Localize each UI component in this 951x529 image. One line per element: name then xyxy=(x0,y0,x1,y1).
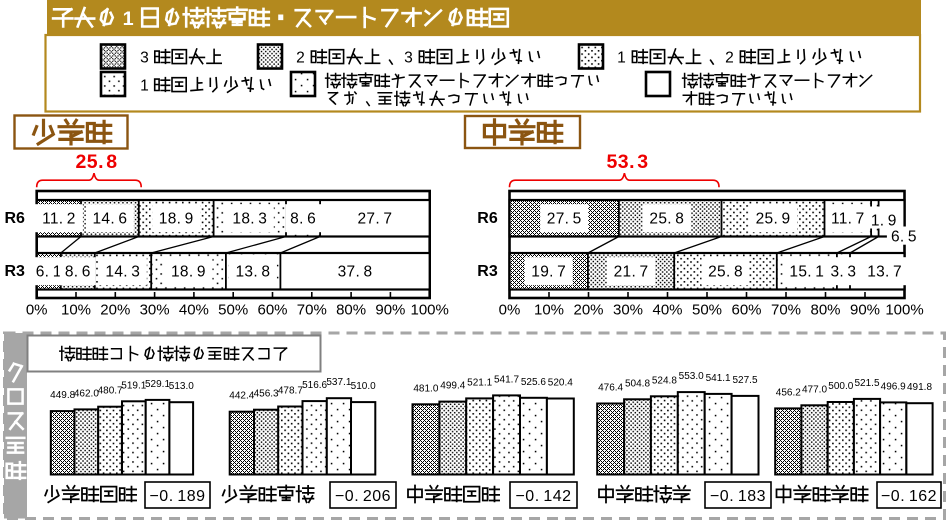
svg-text:100%: 100% xyxy=(885,302,923,319)
svg-text:520.4: 520.4 xyxy=(548,378,573,389)
svg-text:11. 2: 11. 2 xyxy=(42,211,76,228)
svg-text:20%: 20% xyxy=(100,302,130,319)
svg-text:20%: 20% xyxy=(573,302,603,319)
svg-text:−0. 183: −0. 183 xyxy=(710,488,766,505)
svg-text:−0. 142: −0. 142 xyxy=(515,488,571,505)
svg-text:80%: 80% xyxy=(810,302,840,319)
svg-text:18. 9: 18. 9 xyxy=(171,264,206,281)
svg-text:480.7: 480.7 xyxy=(98,386,123,397)
svg-text:14. 3: 14. 3 xyxy=(105,264,140,281)
svg-text:13. 8: 13. 8 xyxy=(236,264,271,281)
svg-text:524.8: 524.8 xyxy=(652,375,677,386)
svg-text:527.5: 527.5 xyxy=(732,375,757,386)
svg-text:529.1: 529.1 xyxy=(145,379,170,390)
svg-text:456.3: 456.3 xyxy=(254,389,279,400)
svg-text:R6: R6 xyxy=(477,210,498,227)
svg-text:70%: 70% xyxy=(771,302,801,319)
svg-text:8. 6: 8. 6 xyxy=(65,264,91,281)
svg-text:13. 7: 13. 7 xyxy=(867,264,902,281)
svg-text:521.5: 521.5 xyxy=(854,378,879,389)
svg-text:15. 1: 15. 1 xyxy=(789,264,824,281)
svg-text:37. 8: 37. 8 xyxy=(338,264,373,281)
svg-text:60%: 60% xyxy=(257,302,287,319)
svg-text:477.0: 477.0 xyxy=(802,384,827,395)
svg-text:21. 7: 21. 7 xyxy=(614,264,649,281)
svg-text:90%: 90% xyxy=(375,302,405,319)
svg-text:481.0: 481.0 xyxy=(413,383,438,394)
svg-text:30%: 30% xyxy=(613,302,643,319)
svg-text:449.8: 449.8 xyxy=(50,390,75,401)
svg-text:10%: 10% xyxy=(61,302,91,319)
svg-text:2: 2 xyxy=(725,50,734,67)
svg-text:521.1: 521.1 xyxy=(467,377,492,388)
svg-text:476.4: 476.4 xyxy=(598,383,623,394)
svg-text:1. 9: 1. 9 xyxy=(871,212,897,229)
svg-text:90%: 90% xyxy=(850,302,880,319)
svg-text:525.6: 525.6 xyxy=(521,377,546,388)
svg-text:0%: 0% xyxy=(499,302,521,319)
svg-text:516.6: 516.6 xyxy=(302,380,327,391)
svg-text:14. 6: 14. 6 xyxy=(93,211,128,228)
svg-text:513.0: 513.0 xyxy=(169,381,194,392)
svg-text:504.8: 504.8 xyxy=(625,378,650,389)
svg-text:27. 5: 27. 5 xyxy=(547,211,582,228)
svg-text:R3: R3 xyxy=(477,263,498,280)
svg-text:500.0: 500.0 xyxy=(828,381,853,392)
svg-text:537.1: 537.1 xyxy=(326,377,351,388)
svg-text:1: 1 xyxy=(617,50,626,67)
svg-text:40%: 40% xyxy=(179,302,209,319)
svg-text:1: 1 xyxy=(140,78,149,95)
svg-text:11. 7: 11. 7 xyxy=(831,211,865,228)
svg-text:60%: 60% xyxy=(731,302,761,319)
svg-text:1: 1 xyxy=(123,8,134,30)
svg-text:519.1: 519.1 xyxy=(121,380,146,391)
svg-text:80%: 80% xyxy=(336,302,366,319)
svg-text:−0. 162: −0. 162 xyxy=(881,488,937,505)
svg-text:3: 3 xyxy=(404,50,413,67)
svg-text:25. 8: 25. 8 xyxy=(708,264,743,281)
svg-text:100%: 100% xyxy=(411,302,449,319)
svg-text:6. 1: 6. 1 xyxy=(36,264,62,281)
svg-text:2: 2 xyxy=(296,50,305,67)
svg-text:541.1: 541.1 xyxy=(706,373,731,384)
svg-text:491.8: 491.8 xyxy=(907,382,932,393)
svg-text:30%: 30% xyxy=(140,302,170,319)
svg-text:553.0: 553.0 xyxy=(679,371,704,382)
svg-text:27. 7: 27. 7 xyxy=(358,211,393,228)
svg-text:−0. 206: −0. 206 xyxy=(335,488,391,505)
svg-text:18. 3: 18. 3 xyxy=(232,211,267,228)
svg-text:53. 3: 53. 3 xyxy=(606,151,648,173)
svg-text:18. 9: 18. 9 xyxy=(159,211,194,228)
svg-text:40%: 40% xyxy=(652,302,682,319)
svg-text:8. 6: 8. 6 xyxy=(290,211,316,228)
svg-text:541.7: 541.7 xyxy=(494,374,519,385)
svg-text:462.0: 462.0 xyxy=(74,388,99,399)
svg-text:510.0: 510.0 xyxy=(351,381,376,392)
svg-text:R6: R6 xyxy=(4,210,25,227)
svg-text:478.7: 478.7 xyxy=(278,386,303,397)
svg-text:3. 3: 3. 3 xyxy=(830,264,856,281)
svg-text:25. 8: 25. 8 xyxy=(75,151,117,173)
svg-text:0%: 0% xyxy=(26,302,48,319)
svg-text:496.9: 496.9 xyxy=(881,381,906,392)
svg-text:25. 9: 25. 9 xyxy=(756,211,791,228)
svg-text:442.4: 442.4 xyxy=(229,391,254,402)
svg-text:50%: 50% xyxy=(218,302,248,319)
svg-text:70%: 70% xyxy=(297,302,327,319)
svg-text:19. 7: 19. 7 xyxy=(531,264,566,281)
svg-text:25. 8: 25. 8 xyxy=(649,211,684,228)
svg-text:456.2: 456.2 xyxy=(776,387,801,398)
svg-text:499.4: 499.4 xyxy=(440,381,465,392)
svg-text:R3: R3 xyxy=(4,263,25,280)
svg-text:50%: 50% xyxy=(692,302,722,319)
svg-text:6. 5: 6. 5 xyxy=(891,228,917,245)
svg-text:10%: 10% xyxy=(534,302,564,319)
svg-text:−0. 189: −0. 189 xyxy=(149,488,205,505)
svg-text:3: 3 xyxy=(140,50,149,67)
